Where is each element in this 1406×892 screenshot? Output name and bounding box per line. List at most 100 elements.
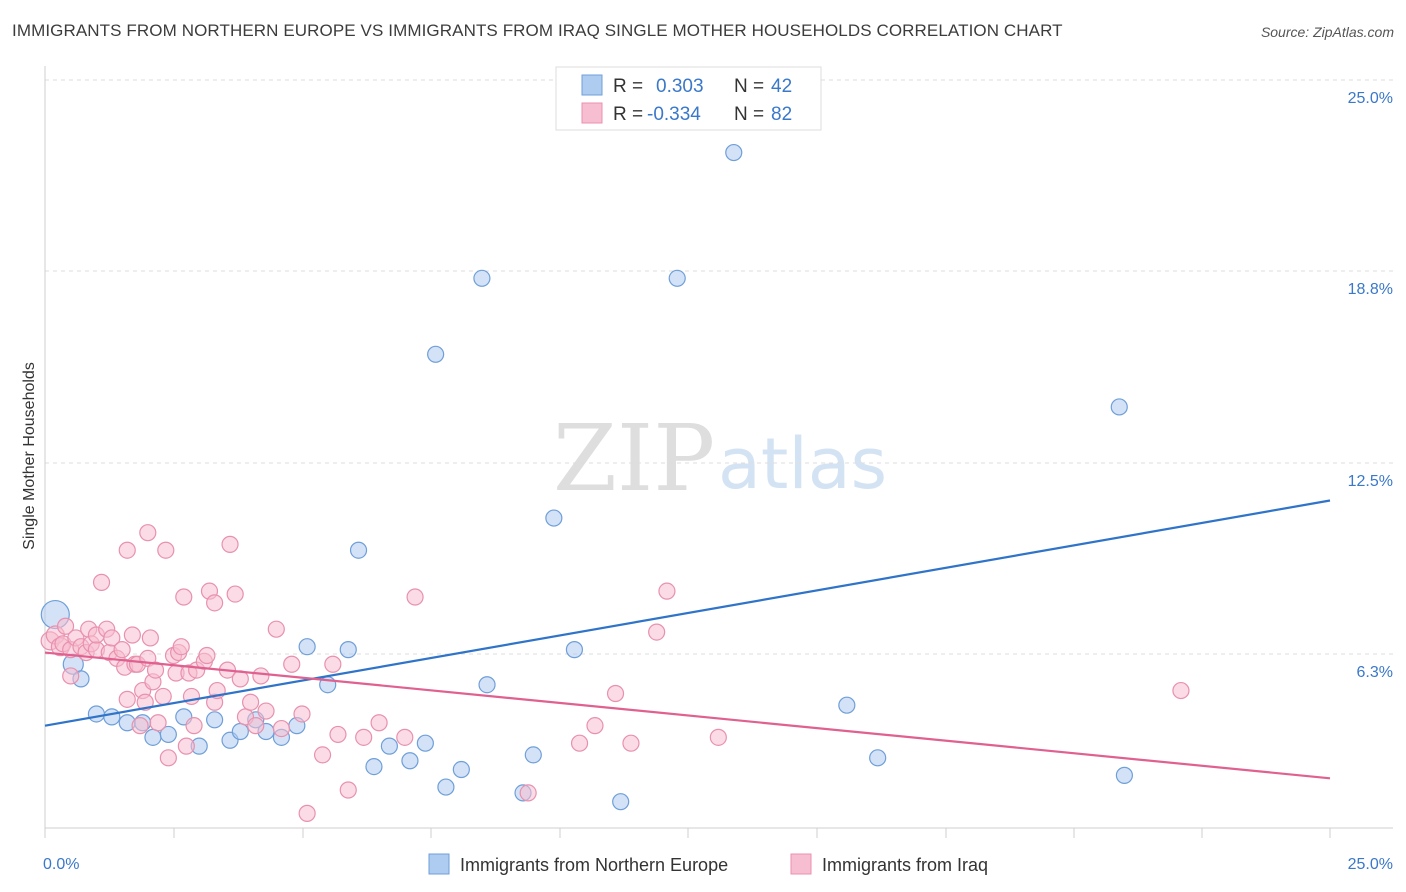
iraq-point-68 bbox=[313, 746, 332, 764]
series-legend: Immigrants from Northern Europe Immigran… bbox=[428, 853, 988, 875]
iraq-point-37 bbox=[159, 749, 177, 767]
northern-europe-point-32 bbox=[524, 746, 542, 764]
legend-n-value-1: 42 bbox=[771, 76, 792, 97]
iraq-point-75 bbox=[406, 588, 424, 606]
iraq-point-69 bbox=[324, 655, 342, 673]
iraq-point-56 bbox=[226, 585, 244, 603]
legend-n-value-2: 82 bbox=[771, 104, 792, 125]
iraq-point-83 bbox=[709, 728, 727, 746]
legend-r-value-1: 0.303 bbox=[656, 76, 704, 97]
watermark-atlas: atlas bbox=[718, 423, 887, 505]
iraq-point-65 bbox=[283, 655, 301, 673]
iraq-point-59 bbox=[242, 693, 260, 711]
legend-n-label-2: N = bbox=[734, 104, 764, 125]
iraq-point-41 bbox=[172, 638, 190, 656]
series-iraq-points bbox=[40, 524, 1190, 822]
iraq-point-35 bbox=[154, 687, 172, 706]
iraq-point-61 bbox=[252, 667, 270, 685]
trend-line-iraq bbox=[44, 651, 1331, 780]
northern-europe-point-26 bbox=[427, 345, 445, 363]
iraq-point-36 bbox=[157, 541, 175, 559]
iraq-point-79 bbox=[606, 684, 625, 703]
iraq-point-66 bbox=[293, 705, 311, 723]
iraq-point-34 bbox=[149, 714, 167, 732]
iraq-point-78 bbox=[586, 717, 604, 735]
bottom-legend-label-northern-europe: Immigrants from Northern Europe bbox=[460, 855, 728, 875]
iraq-point-22 bbox=[118, 541, 136, 559]
iraq-point-74 bbox=[396, 728, 414, 746]
trend-lines bbox=[44, 499, 1331, 780]
northern-europe-point-38 bbox=[838, 696, 856, 714]
iraq-point-43 bbox=[177, 737, 195, 755]
northern-europe-point-30 bbox=[478, 676, 496, 694]
iraq-point-46 bbox=[185, 717, 203, 735]
y-axis-tick-labels: 6.3% 12.5% 18.8% 25.0% bbox=[1348, 90, 1393, 681]
y-tick-label-1: 12.5% bbox=[1348, 473, 1393, 490]
iraq-point-14 bbox=[92, 573, 111, 591]
iraq-point-17 bbox=[103, 629, 121, 647]
northern-europe-point-18 bbox=[298, 638, 316, 656]
iraq-point-67 bbox=[298, 804, 316, 822]
iraq-point-49 bbox=[198, 646, 216, 665]
source-credit: Source: ZipAtlas.com bbox=[1260, 24, 1394, 40]
northern-europe-point-40 bbox=[1110, 398, 1128, 416]
iraq-point-60 bbox=[247, 717, 265, 735]
northern-europe-point-34 bbox=[565, 641, 584, 659]
northern-europe-point-8 bbox=[159, 725, 177, 744]
iraq-point-31 bbox=[141, 629, 159, 647]
northern-europe-point-28 bbox=[452, 760, 470, 779]
y-tick-label-0: 6.3% bbox=[1357, 664, 1393, 681]
y-tick-label-3: 25.0% bbox=[1348, 90, 1393, 107]
northern-europe-point-7 bbox=[144, 728, 162, 746]
iraq-point-33 bbox=[146, 661, 165, 679]
iraq-point-30 bbox=[139, 524, 157, 542]
iraq-point-73 bbox=[370, 714, 388, 732]
iraq-point-77 bbox=[570, 734, 589, 752]
chart-title: IMMIGRANTS FROM NORTHERN EUROPE VS IMMIG… bbox=[12, 21, 1063, 40]
iraq-point-52 bbox=[206, 594, 224, 612]
northern-europe-point-23 bbox=[380, 737, 398, 755]
iraq-point-19 bbox=[113, 641, 131, 659]
iraq-point-42 bbox=[175, 588, 193, 606]
iraq-point-6 bbox=[62, 667, 80, 685]
y-tick-label-2: 18.8% bbox=[1348, 281, 1393, 298]
x-tick-label-max: 25.0% bbox=[1348, 856, 1393, 873]
northern-europe-point-4 bbox=[103, 708, 121, 726]
northern-europe-point-21 bbox=[349, 541, 368, 559]
bottom-legend-swatch-northern-europe bbox=[428, 853, 450, 875]
iraq-point-76 bbox=[519, 784, 537, 802]
northern-europe-point-39 bbox=[869, 749, 887, 767]
northern-europe-point-35 bbox=[612, 793, 630, 811]
trend-line-northern-europe bbox=[44, 499, 1331, 727]
bottom-legend-label-iraq: Immigrants from Iraq bbox=[822, 855, 988, 875]
northern-europe-point-41 bbox=[1115, 766, 1134, 784]
iraq-point-26 bbox=[131, 717, 149, 735]
watermark: ZIP atlas bbox=[553, 405, 887, 512]
northern-europe-point-27 bbox=[437, 778, 455, 796]
bottom-legend-swatch-iraq bbox=[790, 853, 812, 875]
iraq-point-84 bbox=[1172, 681, 1190, 700]
iraq-point-21 bbox=[118, 690, 136, 708]
iraq-point-80 bbox=[622, 734, 640, 752]
legend-r-label-1: R = bbox=[613, 76, 643, 97]
iraq-point-82 bbox=[658, 582, 676, 600]
legend-r-label-2: R = bbox=[613, 104, 643, 125]
northern-europe-point-22 bbox=[365, 757, 383, 776]
iraq-point-72 bbox=[355, 728, 373, 746]
correlation-legend: R = 0.303 N = 42 R = -0.334 N = 82 bbox=[555, 66, 822, 131]
northern-europe-point-25 bbox=[416, 734, 434, 752]
northern-europe-point-29 bbox=[473, 269, 491, 287]
northern-europe-point-20 bbox=[339, 641, 357, 659]
northern-europe-point-24 bbox=[401, 752, 419, 770]
watermark-zip: ZIP bbox=[553, 405, 715, 512]
x-tick-label-min: 0.0% bbox=[43, 856, 79, 873]
legend-r-value-2: -0.334 bbox=[647, 104, 701, 125]
iraq-point-63 bbox=[267, 620, 285, 638]
iraq-point-23 bbox=[123, 626, 141, 644]
legend-swatch-northern-europe bbox=[581, 74, 603, 96]
iraq-point-71 bbox=[339, 781, 357, 799]
iraq-point-70 bbox=[329, 725, 347, 744]
northern-europe-point-13 bbox=[231, 722, 249, 741]
iraq-point-62 bbox=[257, 702, 275, 720]
